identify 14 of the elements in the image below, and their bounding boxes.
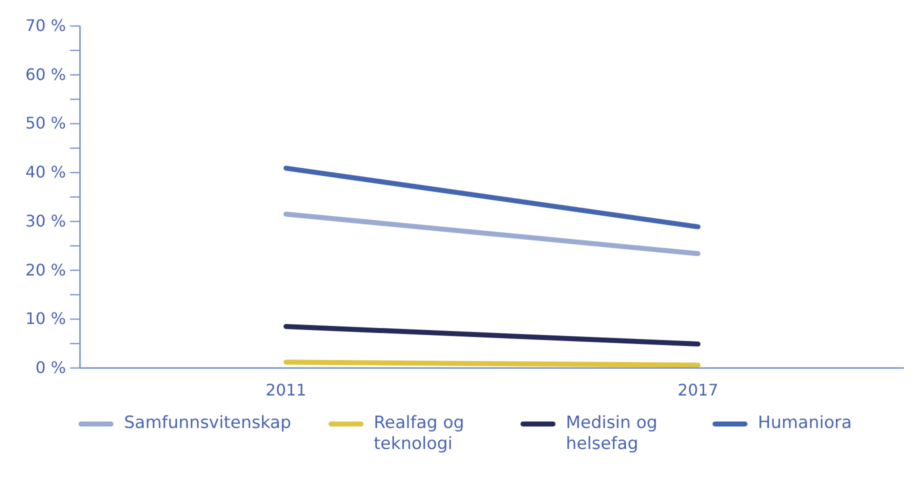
y-tick-label: 40 % (25, 162, 66, 182)
legend-label: Humaniora (758, 413, 852, 434)
y-tick-label: 50 % (25, 114, 66, 133)
y-tick-label: 20 % (25, 260, 66, 280)
legend-label: Realfag og teknologi (374, 413, 466, 455)
x-tick-label: 2011 (266, 380, 306, 400)
y-tick-label: 60 % (25, 64, 66, 84)
legend-label: Medisin og helsefag (566, 413, 658, 455)
y-tick-label: 10 % (25, 309, 66, 328)
legend-label: Samfunnsvitenskap (124, 413, 292, 434)
x-tick-label: 2017 (678, 380, 718, 400)
y-tick-label: 0 % (36, 358, 66, 377)
y-tick-label: 30 % (25, 211, 66, 230)
y-tick-label: 70 % (25, 16, 66, 35)
